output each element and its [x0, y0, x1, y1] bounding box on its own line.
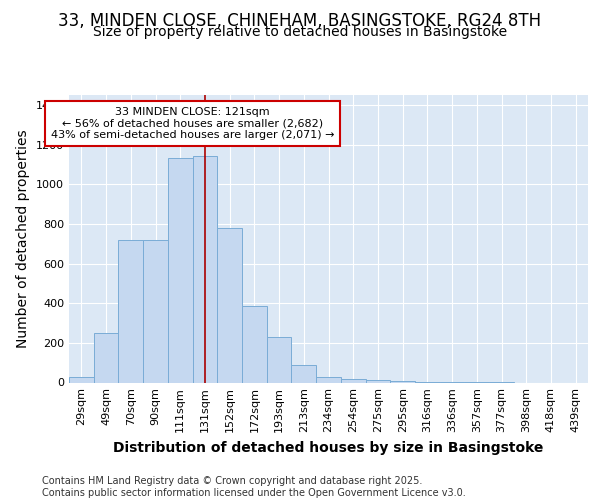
Text: 33, MINDEN CLOSE, CHINEHAM, BASINGSTOKE, RG24 8TH: 33, MINDEN CLOSE, CHINEHAM, BASINGSTOKE,… [58, 12, 542, 30]
Bar [168, 158, 193, 382]
Bar [143, 240, 168, 382]
X-axis label: Distribution of detached houses by size in Basingstoke: Distribution of detached houses by size … [113, 440, 544, 454]
Bar [94, 334, 118, 382]
Bar [292, 364, 316, 382]
Text: 33 MINDEN CLOSE: 121sqm
← 56% of detached houses are smaller (2,682)
43% of semi: 33 MINDEN CLOSE: 121sqm ← 56% of detache… [51, 107, 334, 140]
Text: Size of property relative to detached houses in Basingstoke: Size of property relative to detached ho… [93, 25, 507, 39]
Bar [242, 306, 267, 382]
Text: Contains HM Land Registry data © Crown copyright and database right 2025.
Contai: Contains HM Land Registry data © Crown c… [42, 476, 466, 498]
Bar [267, 337, 292, 382]
Bar [341, 378, 365, 382]
Bar [193, 156, 217, 382]
Bar [217, 228, 242, 382]
Bar [365, 380, 390, 382]
Bar [316, 376, 341, 382]
Y-axis label: Number of detached properties: Number of detached properties [16, 130, 31, 348]
Bar [390, 380, 415, 382]
Bar [118, 240, 143, 382]
Bar [69, 376, 94, 382]
